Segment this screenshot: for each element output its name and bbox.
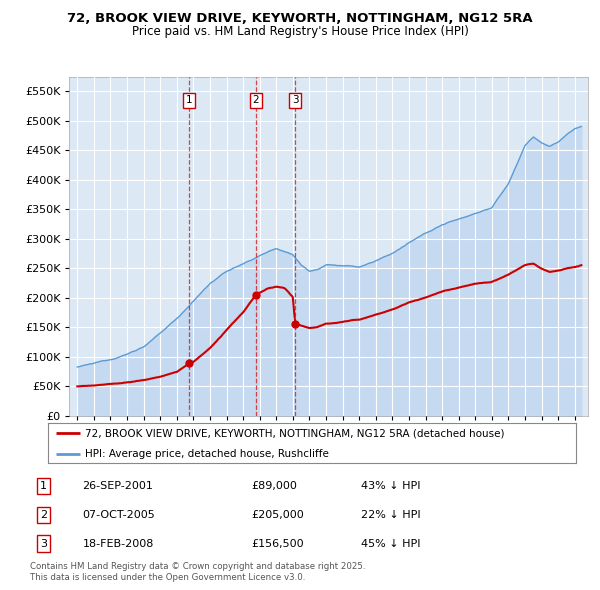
- Text: 07-OCT-2005: 07-OCT-2005: [82, 510, 155, 520]
- Text: 26-SEP-2001: 26-SEP-2001: [82, 481, 154, 491]
- Text: Contains HM Land Registry data © Crown copyright and database right 2025.
This d: Contains HM Land Registry data © Crown c…: [30, 562, 365, 582]
- Text: 72, BROOK VIEW DRIVE, KEYWORTH, NOTTINGHAM, NG12 5RA (detached house): 72, BROOK VIEW DRIVE, KEYWORTH, NOTTINGH…: [85, 428, 505, 438]
- Text: 1: 1: [185, 96, 192, 106]
- Text: 43% ↓ HPI: 43% ↓ HPI: [361, 481, 421, 491]
- Text: 3: 3: [40, 539, 47, 549]
- Text: £205,000: £205,000: [251, 510, 304, 520]
- Text: Price paid vs. HM Land Registry's House Price Index (HPI): Price paid vs. HM Land Registry's House …: [131, 25, 469, 38]
- Text: HPI: Average price, detached house, Rushcliffe: HPI: Average price, detached house, Rush…: [85, 450, 329, 460]
- Text: 2: 2: [40, 510, 47, 520]
- Text: 2: 2: [253, 96, 259, 106]
- Text: 22% ↓ HPI: 22% ↓ HPI: [361, 510, 421, 520]
- Text: 3: 3: [292, 96, 298, 106]
- Text: £156,500: £156,500: [251, 539, 304, 549]
- Text: £89,000: £89,000: [251, 481, 296, 491]
- Text: 45% ↓ HPI: 45% ↓ HPI: [361, 539, 421, 549]
- Text: 18-FEB-2008: 18-FEB-2008: [82, 539, 154, 549]
- Text: 1: 1: [40, 481, 47, 491]
- Text: 72, BROOK VIEW DRIVE, KEYWORTH, NOTTINGHAM, NG12 5RA: 72, BROOK VIEW DRIVE, KEYWORTH, NOTTINGH…: [67, 12, 533, 25]
